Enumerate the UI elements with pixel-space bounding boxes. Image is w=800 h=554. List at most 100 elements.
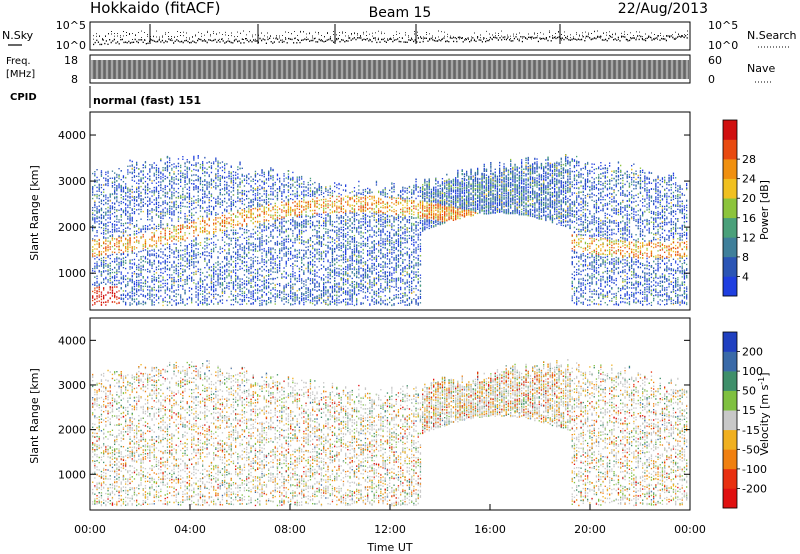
power-colorbar-segment <box>723 198 737 219</box>
velocity-colorbar-tick-label: 100 <box>742 365 763 378</box>
xtick-label: 00:00 <box>74 523 106 536</box>
nsearch-tick-bottom: 10^0 <box>708 39 738 52</box>
power-ytick-label: 2000 <box>58 221 86 234</box>
xtick-label: 16:00 <box>474 523 506 536</box>
time-x-axis: 00:00 04:00 08:00 12:00 16:00 20:00 00:00 <box>74 504 706 536</box>
power-colorbar: 4 8 12 16 20 24 28 <box>722 119 756 297</box>
nsearch-label: N.Search <box>747 29 797 42</box>
velocity-colorbar-tick-label: 50 <box>742 385 756 398</box>
xtick-label: 12:00 <box>374 523 406 536</box>
velocity-scatter <box>92 359 688 507</box>
power-scatter <box>92 154 688 307</box>
velocity-colorbar-segment <box>723 410 737 431</box>
velocity-colorbar-segment <box>723 449 737 470</box>
freq-tick-bottom: 8 <box>71 73 78 86</box>
cpid-value: normal (fast) 151 <box>93 94 201 107</box>
velocity-colorbar-segment <box>723 429 737 450</box>
velocity-colorbar-frame <box>722 331 738 509</box>
power-colorbar-segment <box>723 256 737 277</box>
nsky-panel: N.Sky 10^5 10^0 10^5 10^0 N.Search <box>2 19 797 52</box>
nsearch-tick-top: 10^5 <box>708 19 738 32</box>
velocity-points <box>92 365 679 506</box>
freq-tick-top: 18 <box>64 54 78 67</box>
velocity-colorbar: -200 -100 -50 -15 15 50 100 200 <box>722 331 767 509</box>
power-ylabel: Slant Range [km] <box>28 165 41 261</box>
velocity-y-axis: 1000 2000 3000 4000 <box>58 334 690 481</box>
velocity-points <box>92 360 688 507</box>
date-title: 22/Aug/2013 <box>618 1 708 17</box>
power-colorbar-segment <box>723 120 737 140</box>
power-colorbar-tick-label: 8 <box>742 251 749 264</box>
power-colorbar-tick-label: 12 <box>742 231 756 244</box>
velocity-colorbar-tick-label: 15 <box>742 404 756 417</box>
power-colorbar-segment <box>723 159 737 179</box>
velocity-colorbar-tick-label: 200 <box>742 346 763 359</box>
power-colorbar-segment <box>723 217 737 238</box>
power-colorbar-label: Power [dB] <box>758 180 771 240</box>
xtick-label: 08:00 <box>274 523 306 536</box>
power-frame <box>89 111 691 311</box>
xtick-label: 20:00 <box>574 523 606 536</box>
nsky-tick-top: 10^5 <box>56 19 86 32</box>
velocity-colorbar-tick-label: -15 <box>742 424 760 437</box>
freq-panel: Freq. [MHz] 18 8 60 0 Nave <box>6 54 775 86</box>
power-colorbar-tick-label: 4 <box>742 270 749 283</box>
nsky-tick-bottom: 10^0 <box>56 39 86 52</box>
nave-tick-top: 60 <box>708 54 722 67</box>
xtick-label: 04:00 <box>174 523 206 536</box>
freq-unit: [MHz] <box>6 69 35 80</box>
beam-title: Beam 15 <box>369 5 432 21</box>
nsky-frame <box>89 21 691 51</box>
time-xlabel: Time UT <box>366 541 412 554</box>
power-colorbar-segment <box>723 178 737 199</box>
velocity-colorbar-label: Velocity [m s-1] <box>757 372 772 455</box>
nsearch-trace <box>93 30 688 41</box>
freq-frame <box>89 54 691 84</box>
freq-trace <box>91 60 689 79</box>
velocity-colorbar-segment <box>723 371 737 391</box>
velocity-colorbar-tick-label: -50 <box>742 443 760 456</box>
velocity-ytick-label: 4000 <box>58 334 86 347</box>
power-panel: 1000 2000 3000 4000 Slant Range [km] 4 8 12 16… <box>28 111 771 311</box>
power-colorbar-segment <box>723 139 737 160</box>
station-title: Hokkaido (fitACF) <box>90 0 221 17</box>
power-points <box>92 154 688 306</box>
power-colorbar-segment <box>723 237 737 258</box>
velocity-colorbar-segment <box>723 468 737 489</box>
velocity-colorbar-segment <box>723 488 737 509</box>
velocity-ylabel: Slant Range [km] <box>28 368 41 464</box>
power-colorbar-tick-label: 16 <box>742 212 756 225</box>
nsky-trace <box>93 35 688 46</box>
velocity-colorbar-segment <box>723 390 737 411</box>
nave-label: Nave <box>747 62 775 75</box>
velocity-panel: 1000 2000 3000 4000 Slant Range [km] -200 -1… <box>28 317 772 554</box>
nsky-label: N.Sky <box>2 29 34 42</box>
velocity-ytick-label: 3000 <box>58 379 86 392</box>
power-ytick-label: 4000 <box>58 129 86 142</box>
power-colorbar-tick-label: 20 <box>742 192 756 205</box>
power-colorbar-segment <box>723 276 737 297</box>
velocity-points <box>92 367 686 507</box>
power-ytick-label: 1000 <box>58 267 86 280</box>
velocity-colorbar-tick-label: -100 <box>742 463 767 476</box>
power-colorbar-tick-label: 28 <box>742 153 756 166</box>
cpid-label: CPID <box>10 92 37 103</box>
power-y-axis: 1000 2000 3000 4000 <box>58 129 690 280</box>
velocity-ytick-label: 1000 <box>58 468 86 481</box>
nave-tick-bottom: 0 <box>708 73 715 86</box>
cpid-panel: CPID normal (fast) 151 <box>10 86 201 108</box>
velocity-ytick-label: 2000 <box>58 424 86 437</box>
freq-series <box>91 60 689 79</box>
velocity-colorbar-segment <box>723 332 737 352</box>
xtick-label: 00:00 <box>674 523 706 536</box>
velocity-colorbar-tick-label: -200 <box>742 482 767 495</box>
power-colorbar-tick-label: 24 <box>742 173 756 186</box>
power-colorbar-frame <box>722 119 738 297</box>
freq-label: Freq. <box>6 56 31 67</box>
nsky-series <box>93 24 688 46</box>
power-ytick-label: 3000 <box>58 175 86 188</box>
velocity-colorbar-segment <box>723 351 737 372</box>
power-points <box>92 286 120 306</box>
